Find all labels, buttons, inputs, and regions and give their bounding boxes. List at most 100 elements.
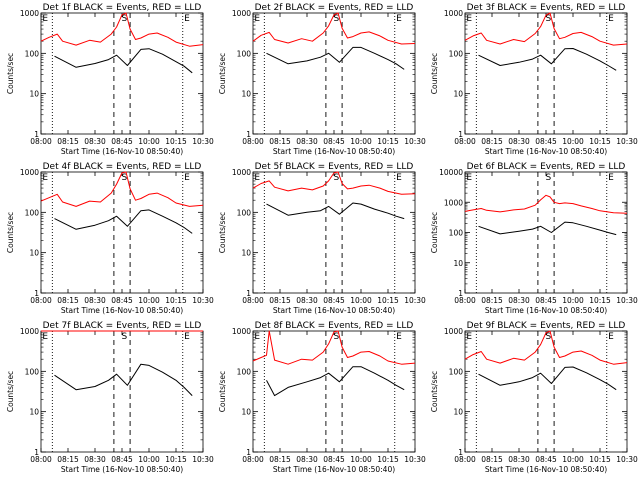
y-tick-label: 1 <box>34 289 39 298</box>
event-marker: S <box>545 173 551 183</box>
y-tick-label: 100 <box>25 367 40 376</box>
x-tick-label: 10:15 <box>589 296 611 305</box>
x-tick-label: 08:15 <box>481 296 503 305</box>
y-tick-label: 1000 <box>20 168 39 177</box>
y-tick-label: 10 <box>29 408 39 417</box>
y-tick-label: 1 <box>458 448 463 457</box>
series-line <box>266 202 405 220</box>
x-tick-label: 08:00 <box>30 455 52 464</box>
y-tick-label: 100 <box>237 49 252 58</box>
x-tick-label: 10:15 <box>377 296 399 305</box>
x-tick-label: 08:45 <box>535 296 557 305</box>
plot-frame <box>464 12 628 135</box>
y-tick-label: 1 <box>34 448 39 457</box>
panel-title: Det 8f BLACK = Events, RED = LLD <box>255 321 414 331</box>
event-marker: S <box>333 14 339 24</box>
x-tick-label: 10:00 <box>138 455 160 464</box>
event-marker: E <box>184 173 190 183</box>
plot-frame <box>40 12 204 135</box>
x-tick-label: 08:00 <box>454 137 476 146</box>
panel-title: Det 9f BLACK = Events, RED = LLD <box>467 321 626 331</box>
series-line <box>54 48 193 74</box>
series-line <box>478 221 617 236</box>
series-line <box>40 171 204 207</box>
x-tick-label: 08:15 <box>269 296 291 305</box>
y-tick-label: 100 <box>449 367 464 376</box>
y-tick-label: 1000 <box>232 327 251 336</box>
detector-panel: Det 5f BLACK = Events, RED = LLD 1 10 100 10… <box>218 162 426 315</box>
x-tick-label: 08:00 <box>242 455 264 464</box>
y-tick-label: 10 <box>453 259 463 268</box>
y-tick-label: 1000 <box>232 168 251 177</box>
x-tick-label: 08:15 <box>481 455 503 464</box>
y-axis-label: Counts/sec <box>6 371 15 412</box>
event-marker: S <box>121 332 127 342</box>
x-tick-label: 10:00 <box>562 455 584 464</box>
series-line <box>40 12 204 47</box>
y-tick-label: 10 <box>29 90 39 99</box>
x-tick-label: 08:00 <box>454 455 476 464</box>
x-tick-label: 08:30 <box>84 455 106 464</box>
x-tick-label: 10:00 <box>562 137 584 146</box>
x-axis-label: Start Time (16-Nov-10 08:50:40) <box>485 306 607 315</box>
event-marker: E <box>466 332 472 342</box>
x-axis-label: Start Time (16-Nov-10 08:50:40) <box>61 306 183 315</box>
panel-title: Det 5f BLACK = Events, RED = LLD <box>255 162 414 172</box>
detector-panel: Det 3f BLACK = Events, RED = LLD 1 10 100 10… <box>430 3 638 156</box>
series-line <box>464 330 628 365</box>
x-tick-label: 10:00 <box>138 137 160 146</box>
y-tick-label: 1000 <box>232 9 251 18</box>
x-tick-label: 10:00 <box>350 137 372 146</box>
y-axis-label: Counts/sec <box>430 53 439 94</box>
x-tick-label: 08:30 <box>508 137 530 146</box>
y-tick-label: 10 <box>241 249 251 258</box>
plot-frame <box>252 171 416 294</box>
y-tick-label: 10 <box>453 90 463 99</box>
event-marker: E <box>184 332 190 342</box>
x-tick-label: 10:30 <box>404 137 426 146</box>
plot-frame <box>40 171 204 294</box>
panel-title: Det 2f BLACK = Events, RED = LLD <box>255 3 414 13</box>
series-line <box>266 46 405 70</box>
event-marker: S <box>333 332 339 342</box>
panel-title: Det 7f BLACK = Events, RED = LLD <box>43 321 202 331</box>
panel-title: Det 4f BLACK = Events, RED = LLD <box>43 162 202 172</box>
y-tick-label: 1000 <box>20 327 39 336</box>
x-tick-label: 08:30 <box>84 296 106 305</box>
x-tick-label: 08:45 <box>323 137 345 146</box>
event-marker: S <box>545 332 551 342</box>
x-tick-label: 08:15 <box>269 455 291 464</box>
event-marker: S <box>545 14 551 24</box>
y-tick-label: 1 <box>458 130 463 139</box>
series-line <box>252 330 416 365</box>
x-tick-label: 10:15 <box>165 455 187 464</box>
y-tick-label: 1000 <box>444 198 463 207</box>
series-line <box>478 366 617 391</box>
event-marker: S <box>121 14 127 24</box>
x-tick-label: 10:30 <box>616 455 638 464</box>
series-line <box>464 12 628 46</box>
series-line <box>54 209 193 234</box>
x-axis-label: Start Time (16-Nov-10 08:50:40) <box>485 147 607 156</box>
x-tick-label: 10:30 <box>192 296 214 305</box>
x-tick-label: 08:30 <box>508 296 530 305</box>
x-tick-label: 10:30 <box>404 296 426 305</box>
y-tick-label: 10000 <box>439 168 463 177</box>
event-marker: S <box>121 173 127 183</box>
detector-panel: Det 1f BLACK = Events, RED = LLD 1 10 100 10… <box>6 3 214 156</box>
event-marker: S <box>333 173 339 183</box>
x-tick-label: 10:00 <box>562 296 584 305</box>
series-line <box>478 48 617 71</box>
series-line <box>252 171 416 195</box>
x-tick-label: 10:15 <box>377 137 399 146</box>
x-tick-label: 08:00 <box>30 137 52 146</box>
y-axis-label: Counts/sec <box>218 371 227 412</box>
series-line <box>252 12 416 45</box>
x-tick-label: 08:45 <box>111 137 133 146</box>
x-tick-label: 08:45 <box>535 137 557 146</box>
x-tick-label: 10:00 <box>138 296 160 305</box>
y-tick-label: 100 <box>25 49 40 58</box>
x-tick-label: 10:15 <box>165 296 187 305</box>
y-axis-label: Counts/sec <box>218 212 227 253</box>
y-tick-label: 10 <box>241 408 251 417</box>
